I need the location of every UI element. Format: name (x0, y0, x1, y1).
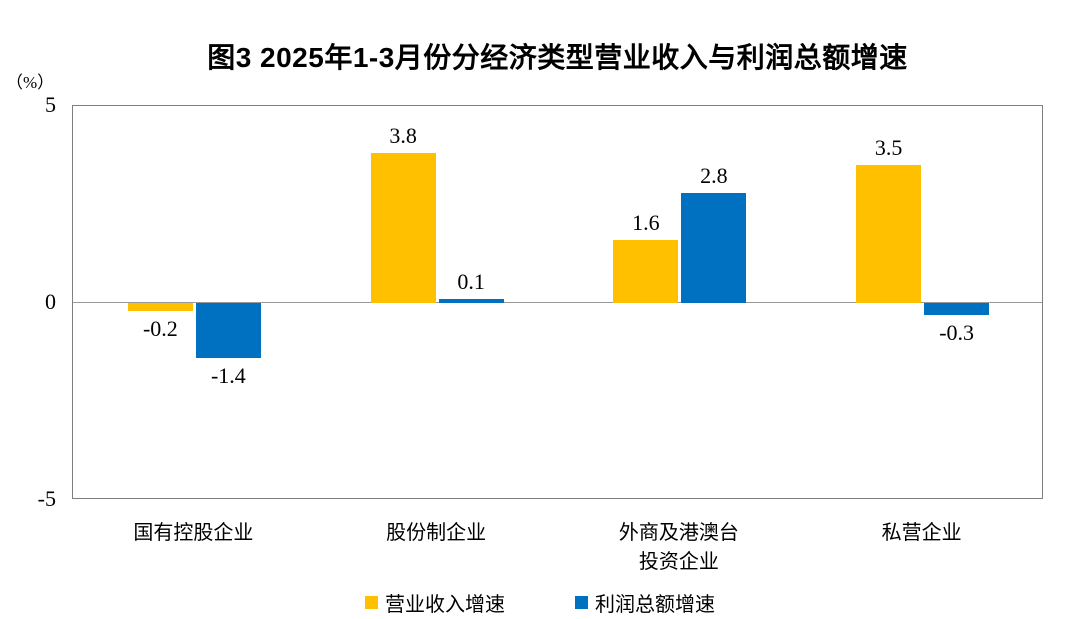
y-axis-unit-label: （%） (6, 73, 55, 92)
x-category-label: 国有控股企业 (133, 522, 254, 544)
bar-series1-cat1 (438, 299, 504, 303)
bar-value-label: -0.3 (939, 319, 975, 345)
chart-title: 图3 2025年1-3月份分经济类型营业收入与利润总额增速 (207, 42, 908, 73)
x-category-label: 私营企业 (881, 522, 962, 544)
bar-series0-cat0 (127, 303, 193, 311)
y-tick-label: 0 (45, 289, 56, 314)
zero-line (73, 302, 1042, 303)
bar-series1-cat3 (924, 303, 990, 315)
legend-item-series1: 利润总额增速 (575, 588, 715, 617)
bar-series1-cat0 (195, 303, 261, 359)
plot-area: -0.2 -1.4 3.8 0.1 1.6 2.8 3.5 -0.3 (72, 105, 1043, 499)
bar-series0-cat1 (370, 153, 436, 303)
y-tick-label: 5 (45, 92, 56, 117)
bar-value-label: 3.5 (874, 135, 903, 161)
legend-swatch (575, 596, 588, 609)
legend-swatch (365, 596, 378, 609)
bar-series1-cat2 (681, 192, 747, 303)
bar-value-label: 1.6 (632, 209, 660, 235)
bar-value-label: -1.4 (210, 363, 246, 389)
legend-label: 营业收入增速 (385, 594, 505, 616)
bar-series0-cat2 (613, 239, 679, 303)
x-category-label: 外商及港澳台 投资企业 (618, 522, 739, 573)
bar-value-label: -0.2 (142, 315, 178, 341)
bar-value-label: 3.8 (389, 123, 417, 149)
x-category-label: 股份制企业 (386, 522, 487, 544)
bar-value-label: 2.8 (700, 162, 728, 188)
bar-series0-cat3 (856, 165, 922, 303)
legend: 营业收入增速 利润总额增速 (0, 588, 1080, 617)
bar-value-label: 0.1 (457, 269, 485, 295)
y-tick-label: -5 (37, 486, 56, 511)
legend-label: 利润总额增速 (595, 594, 715, 616)
legend-item-series0: 营业收入增速 (365, 588, 505, 617)
